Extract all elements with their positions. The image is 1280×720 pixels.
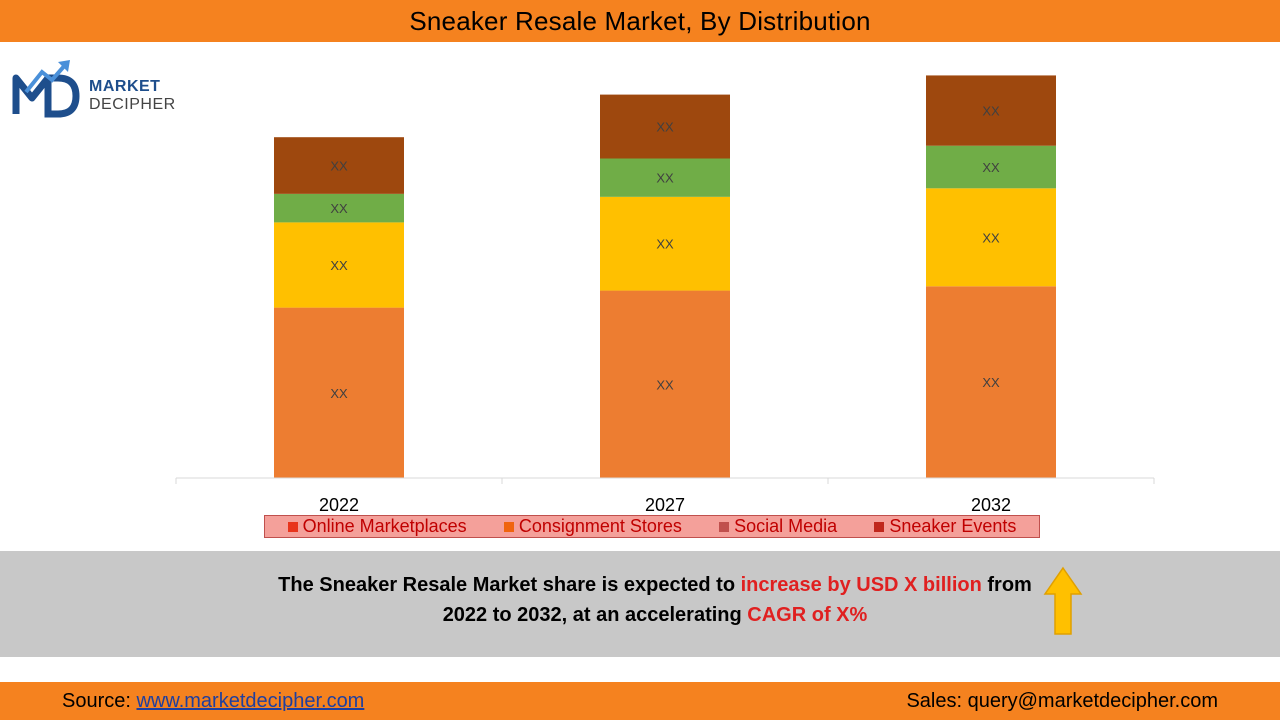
bar-segment-2022-2 <box>274 222 404 308</box>
legend-swatch <box>719 521 730 532</box>
chart-legend: Online Marketplaces Consignment Stores Soc… <box>264 515 1040 538</box>
bar-segment-2027-3 <box>600 158 730 197</box>
legend-swatch <box>287 521 298 532</box>
summary-text: The Sneaker Resale Market share is expec… <box>0 570 1280 630</box>
data-label: XX <box>982 160 1000 175</box>
chart-title: Sneaker Resale Market, By Distribution <box>409 5 871 36</box>
bar-segment-2032-3 <box>926 145 1056 189</box>
footer-bar <box>0 682 1280 720</box>
bar-segment-2027-4 <box>600 94 730 159</box>
legend-swatch <box>503 521 514 532</box>
summary-highlight-cagr: CAGR of X% <box>747 604 868 626</box>
md-monogram-icon <box>12 60 80 118</box>
legend-item: Social Media <box>719 516 837 537</box>
footer-source: Source: www.marketdecipher.com <box>62 690 364 713</box>
data-label: XX <box>982 230 1000 245</box>
bar-segment-2027-1 <box>600 290 730 478</box>
source-link[interactable]: www.marketdecipher.com <box>136 690 365 712</box>
source-label: Source: <box>62 690 137 712</box>
data-label: XX <box>330 159 348 174</box>
legend-item: Sneaker Events <box>874 516 1016 537</box>
bar-segment-2032-4 <box>926 75 1056 146</box>
bar-segment-2022-1 <box>274 307 404 478</box>
legend-swatch <box>874 521 885 532</box>
stacked-bar-chart: XX XX XX XX XX XX XX XX XX XX XX XX 2022 2027 2032 <box>175 75 1155 515</box>
data-label: XX <box>656 237 674 252</box>
x-axis: 2022 2027 2032 <box>175 477 1155 515</box>
legend-item: Online Marketplaces <box>287 516 467 537</box>
x-tick-label: 2027 <box>645 495 685 515</box>
bar-segment-2032-2 <box>926 188 1056 287</box>
data-label: XX <box>330 258 348 273</box>
data-label: XX <box>656 120 674 135</box>
legend-label: Online Marketplaces <box>302 516 467 536</box>
logo-word-decipher: DECIPHER <box>89 96 176 113</box>
bar-segment-2032-1 <box>926 286 1056 478</box>
x-tick-label: 2022 <box>319 495 359 515</box>
logo-word-market: MARKET <box>89 78 161 95</box>
data-label: XX <box>982 104 1000 119</box>
legend-item: Consignment Stores <box>503 516 682 537</box>
data-label: XX <box>982 375 1000 390</box>
data-label: XX <box>656 171 674 186</box>
legend-label: Social Media <box>734 516 838 536</box>
data-label: XX <box>330 386 348 401</box>
up-arrow-icon <box>1043 566 1083 635</box>
footer-sales: Sales: query@marketdecipher.com <box>906 690 1218 712</box>
bar-group: XX XX XX XX XX XX XX XX XX XX XX XX <box>274 75 1056 478</box>
summary-text-2a: 2022 to 2032, at an accelerating <box>442 604 748 626</box>
data-label: XX <box>330 201 348 216</box>
summary-highlight-increase: increase by USD X billion <box>740 574 982 596</box>
market-decipher-logo: MARKET DECIPHER <box>12 58 192 120</box>
bar-segment-2027-2 <box>600 196 730 291</box>
data-label: XX <box>656 377 674 392</box>
summary-text-1c: from <box>981 574 1032 596</box>
title-bar: Sneaker Resale Market, By Distribution <box>0 0 1280 42</box>
bar-segment-2022-4 <box>274 137 404 194</box>
legend-label: Consignment Stores <box>518 516 682 536</box>
x-tick-label: 2032 <box>971 495 1011 515</box>
bar-segment-2022-3 <box>274 193 404 223</box>
summary-text-1a: The Sneaker Resale Market share is expec… <box>278 574 741 596</box>
legend-label: Sneaker Events <box>889 516 1017 536</box>
summary-line-1: The Sneaker Resale Market share is expec… <box>0 570 1280 600</box>
summary-line-2: 2022 to 2032, at an accelerating CAGR of… <box>0 600 1280 630</box>
